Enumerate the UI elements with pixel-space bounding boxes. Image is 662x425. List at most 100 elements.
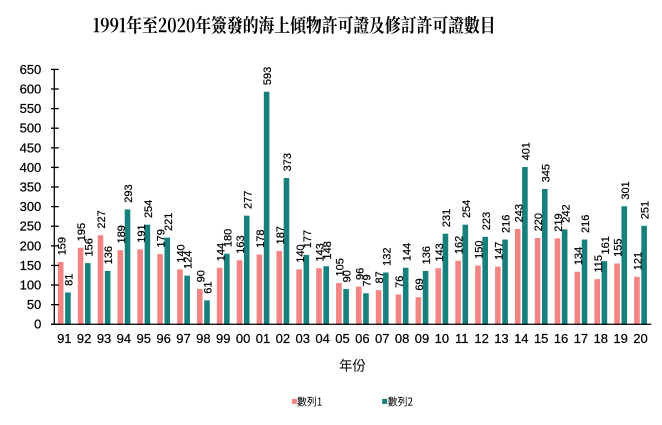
svg-text:301: 301 (620, 181, 632, 199)
svg-text:76: 76 (394, 276, 406, 288)
svg-text:150: 150 (20, 258, 42, 273)
svg-text:251: 251 (640, 201, 652, 219)
svg-text:191: 191 (136, 224, 148, 242)
svg-text:600: 600 (20, 81, 42, 96)
svg-text:243: 243 (513, 204, 525, 222)
svg-text:254: 254 (461, 200, 473, 218)
svg-text:92: 92 (77, 331, 91, 346)
svg-text:450: 450 (20, 140, 42, 155)
svg-text:10: 10 (435, 331, 449, 346)
svg-text:134: 134 (573, 247, 585, 265)
svg-text:90: 90 (342, 270, 354, 282)
svg-text:91: 91 (57, 331, 71, 346)
svg-text:550: 550 (20, 101, 42, 116)
svg-text:81: 81 (64, 274, 76, 286)
svg-text:79: 79 (362, 274, 374, 286)
svg-text:242: 242 (560, 204, 572, 222)
svg-text:50: 50 (27, 297, 41, 312)
svg-text:124: 124 (183, 251, 195, 269)
svg-text:187: 187 (275, 226, 287, 244)
svg-text:150: 150 (474, 240, 486, 258)
svg-text:143: 143 (315, 243, 327, 261)
svg-text:254: 254 (143, 200, 155, 218)
svg-text:180: 180 (222, 229, 234, 247)
svg-text:650: 650 (20, 62, 42, 77)
svg-text:140: 140 (176, 244, 188, 262)
svg-text:177: 177 (302, 230, 314, 248)
svg-text:277: 277 (242, 191, 254, 209)
svg-text:17: 17 (574, 331, 588, 346)
svg-text:93: 93 (97, 331, 111, 346)
svg-text:99: 99 (216, 331, 230, 346)
svg-text:593: 593 (262, 67, 274, 85)
svg-text:373: 373 (282, 153, 294, 171)
svg-text:155: 155 (613, 239, 625, 257)
svg-text:136: 136 (421, 246, 433, 264)
svg-text:11: 11 (455, 331, 469, 346)
svg-text:178: 178 (255, 230, 267, 248)
svg-text:219: 219 (553, 213, 565, 231)
svg-text:15: 15 (534, 331, 548, 346)
svg-text:216: 216 (580, 215, 592, 233)
svg-text:69: 69 (414, 278, 426, 290)
svg-text:143: 143 (434, 243, 446, 261)
svg-text:94: 94 (117, 331, 131, 346)
svg-text:121: 121 (633, 252, 645, 270)
svg-text:156: 156 (83, 238, 95, 256)
svg-text:161: 161 (600, 236, 612, 254)
svg-text:07: 07 (375, 331, 389, 346)
svg-text:195: 195 (76, 223, 88, 241)
svg-text:159: 159 (56, 237, 68, 255)
svg-text:0: 0 (34, 317, 41, 332)
svg-text:221: 221 (163, 213, 175, 231)
svg-text:01: 01 (256, 331, 270, 346)
svg-text:14: 14 (514, 331, 528, 346)
svg-text:189: 189 (116, 225, 128, 243)
svg-text:132: 132 (381, 248, 393, 266)
svg-text:163: 163 (235, 235, 247, 253)
svg-text:09: 09 (415, 331, 429, 346)
svg-text:144: 144 (401, 243, 413, 261)
svg-text:401: 401 (521, 142, 533, 160)
svg-text:96: 96 (156, 331, 170, 346)
svg-text:223: 223 (481, 212, 493, 230)
svg-text:345: 345 (540, 164, 552, 182)
svg-text:227: 227 (96, 210, 108, 228)
svg-text:136: 136 (103, 246, 115, 264)
svg-text:98: 98 (196, 331, 210, 346)
svg-text:19: 19 (613, 331, 627, 346)
svg-text:61: 61 (203, 281, 215, 293)
svg-text:96: 96 (354, 268, 366, 280)
svg-text:20: 20 (633, 331, 647, 346)
svg-text:87: 87 (374, 271, 386, 283)
svg-text:16: 16 (554, 331, 568, 346)
svg-text:144: 144 (215, 243, 227, 261)
svg-text:216: 216 (501, 215, 513, 233)
svg-text:18: 18 (594, 331, 608, 346)
svg-text:231: 231 (441, 209, 453, 227)
svg-text:115: 115 (593, 255, 605, 273)
svg-text:179: 179 (156, 229, 168, 247)
svg-text:02: 02 (276, 331, 290, 346)
svg-text:100: 100 (20, 277, 42, 292)
svg-text:300: 300 (20, 199, 42, 214)
svg-text:90: 90 (195, 270, 207, 282)
svg-text:03: 03 (296, 331, 310, 346)
svg-text:12: 12 (474, 331, 488, 346)
svg-text:08: 08 (395, 331, 409, 346)
svg-text:147: 147 (493, 242, 505, 260)
svg-text:105: 105 (334, 258, 346, 276)
svg-text:13: 13 (494, 331, 508, 346)
svg-text:05: 05 (335, 331, 349, 346)
svg-text:97: 97 (176, 331, 190, 346)
svg-text:220: 220 (533, 213, 545, 231)
svg-text:140: 140 (295, 244, 307, 262)
svg-text:293: 293 (123, 184, 135, 202)
svg-text:350: 350 (20, 179, 42, 194)
svg-text:500: 500 (20, 121, 42, 136)
svg-text:162: 162 (454, 236, 466, 254)
svg-text:400: 400 (20, 160, 42, 175)
svg-text:04: 04 (315, 331, 329, 346)
svg-text:06: 06 (355, 331, 369, 346)
svg-text:00: 00 (236, 331, 250, 346)
